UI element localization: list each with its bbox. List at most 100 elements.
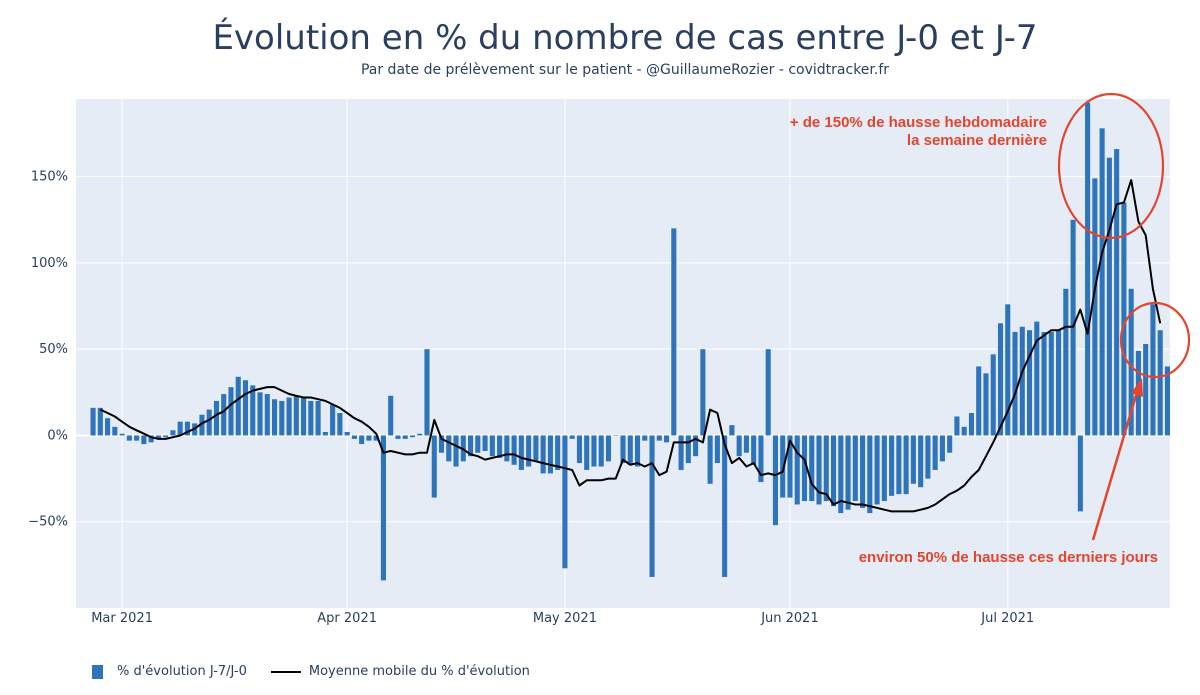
bar xyxy=(504,435,510,462)
bar xyxy=(1143,344,1149,436)
bar xyxy=(380,435,386,581)
bar xyxy=(250,385,256,436)
bar xyxy=(867,435,873,514)
bar xyxy=(90,407,96,436)
bar xyxy=(983,373,989,436)
bar xyxy=(947,435,953,453)
legend-bar-label: % d'évolution J-7/J-0 xyxy=(117,664,247,679)
bar xyxy=(184,421,190,436)
bar xyxy=(366,435,372,441)
bar xyxy=(1128,288,1134,436)
bar xyxy=(475,435,481,453)
bar xyxy=(809,435,815,502)
bar xyxy=(468,435,474,457)
bar xyxy=(664,435,670,443)
bar xyxy=(605,435,612,462)
bar xyxy=(685,435,691,464)
bar xyxy=(990,354,996,436)
bar xyxy=(889,435,895,496)
x-tick-label: May 2021 xyxy=(533,611,597,626)
bar xyxy=(119,433,125,436)
bar xyxy=(97,407,103,436)
bar xyxy=(293,395,299,436)
bar xyxy=(1150,304,1156,436)
bar xyxy=(968,413,974,436)
bar xyxy=(816,435,822,505)
bar xyxy=(301,397,307,436)
bar xyxy=(613,435,619,436)
bar xyxy=(1099,128,1105,436)
bar xyxy=(409,435,416,438)
bar xyxy=(337,413,343,436)
bar xyxy=(736,435,742,457)
bar xyxy=(910,435,916,484)
bar xyxy=(714,435,720,464)
bar xyxy=(1085,102,1091,436)
bar xyxy=(569,435,575,439)
bar xyxy=(780,435,786,498)
bar xyxy=(431,435,437,498)
bar xyxy=(576,435,582,464)
bar xyxy=(1026,330,1033,436)
bar xyxy=(627,435,633,465)
bar xyxy=(242,380,249,436)
bar xyxy=(112,426,118,436)
bar xyxy=(961,426,967,436)
bar xyxy=(1019,326,1025,436)
bar xyxy=(453,435,459,467)
bar xyxy=(177,421,183,436)
bar xyxy=(1005,304,1011,436)
bar xyxy=(678,435,684,470)
chart-title: Évolution en % du nombre de cas entre J-… xyxy=(212,18,1038,58)
bar xyxy=(1056,330,1062,436)
bar xyxy=(838,435,844,514)
bar xyxy=(562,435,568,569)
bar xyxy=(395,435,401,439)
legend-item-bars[interactable]: % d'évolution J-7/J-0 xyxy=(92,664,247,679)
bar xyxy=(787,435,793,498)
moving-average-line xyxy=(99,179,1162,513)
annotation-arrow-shaft xyxy=(1091,391,1139,541)
bar xyxy=(228,387,234,436)
bar xyxy=(634,435,641,467)
bar xyxy=(874,435,880,505)
bar xyxy=(954,416,960,436)
bar xyxy=(489,435,495,457)
bar xyxy=(446,435,452,462)
legend-item-line[interactable]: Moyenne mobile du % d'évolution xyxy=(270,664,530,679)
highlight-circle-recent xyxy=(1119,301,1191,379)
bar xyxy=(511,435,517,465)
bar xyxy=(758,435,764,483)
bar xyxy=(1164,366,1170,436)
bar xyxy=(620,435,626,464)
bar xyxy=(823,435,829,502)
bar xyxy=(794,435,800,505)
y-tick-label: 50% xyxy=(39,342,68,357)
legend: % d'évolution J-7/J-0 Moyenne mobile du … xyxy=(92,664,554,679)
bar xyxy=(743,435,749,453)
chart-subtitle: Par date de prélèvement sur le patient -… xyxy=(360,62,890,78)
bar xyxy=(105,418,111,436)
bar xyxy=(1063,288,1069,436)
annotation-text: + de 150% de hausse hebdomadaire xyxy=(790,114,1047,131)
bar xyxy=(751,435,757,465)
bar xyxy=(155,435,161,439)
bar xyxy=(591,435,597,467)
bar xyxy=(344,432,350,436)
bar xyxy=(351,435,357,439)
bar xyxy=(729,425,735,436)
bar xyxy=(497,435,503,458)
bar xyxy=(126,435,132,441)
x-tick-label: Apr 2021 xyxy=(317,611,377,626)
bar xyxy=(359,435,365,445)
bar xyxy=(547,435,553,474)
bar xyxy=(722,435,728,577)
bar xyxy=(860,435,866,508)
bar xyxy=(801,435,808,502)
x-tick-label: Jun 2021 xyxy=(760,611,819,626)
bar xyxy=(976,366,982,436)
bar xyxy=(1048,331,1054,436)
bar xyxy=(1092,178,1098,436)
bar xyxy=(918,435,924,488)
